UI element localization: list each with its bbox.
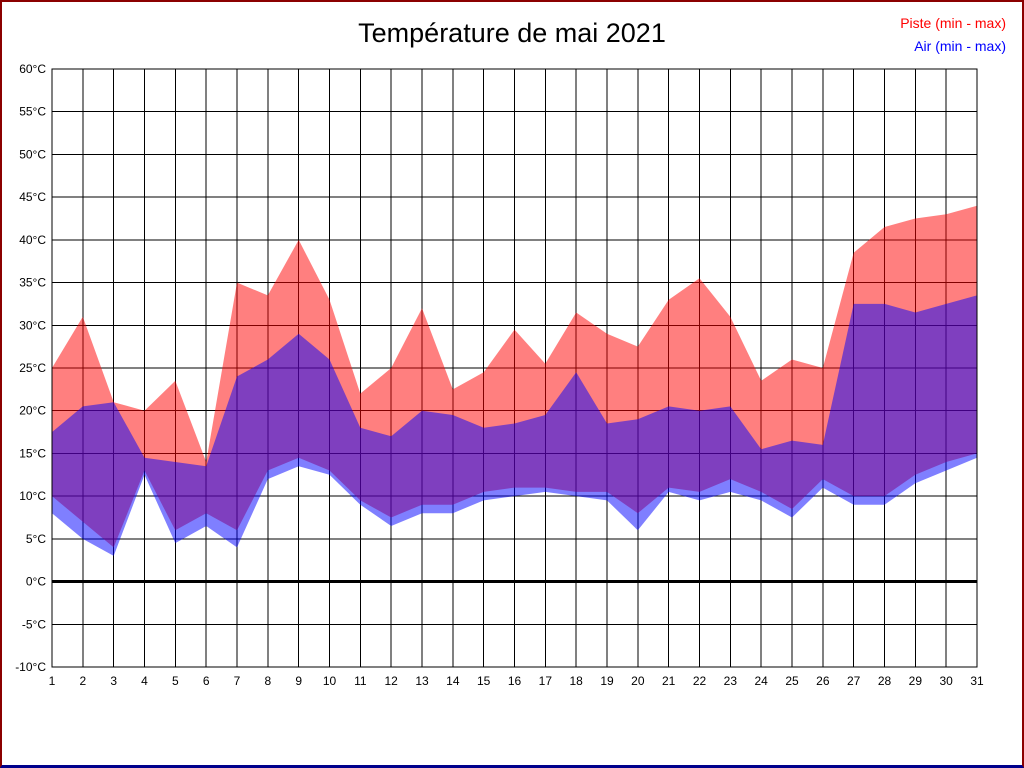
svg-text:25°C: 25°C — [19, 361, 46, 375]
svg-text:8: 8 — [264, 674, 271, 688]
svg-text:18: 18 — [569, 674, 583, 688]
svg-text:21: 21 — [662, 674, 676, 688]
svg-text:9: 9 — [295, 674, 302, 688]
svg-text:23: 23 — [724, 674, 738, 688]
svg-text:24: 24 — [754, 674, 768, 688]
svg-text:30: 30 — [939, 674, 953, 688]
legend-air-label: Air (min - max) — [914, 38, 1006, 54]
svg-text:5: 5 — [172, 674, 179, 688]
svg-text:19: 19 — [600, 674, 614, 688]
svg-text:45°C: 45°C — [19, 190, 46, 204]
svg-text:26: 26 — [816, 674, 830, 688]
svg-text:40°C: 40°C — [19, 233, 46, 247]
svg-text:50°C: 50°C — [19, 147, 46, 161]
svg-text:30°C: 30°C — [19, 318, 46, 332]
svg-text:7: 7 — [234, 674, 241, 688]
svg-text:17: 17 — [539, 674, 553, 688]
svg-text:6: 6 — [203, 674, 210, 688]
legend: Piste (min - max) Air (min - max) — [900, 12, 1006, 58]
x-axis-labels: 1 2 3 4 5 6 7 8 9 10 11 12 13 14 15 16 17 18 19 20 21 22 23 24 2… — [49, 674, 984, 688]
svg-text:20°C: 20°C — [19, 404, 46, 418]
svg-text:10°C: 10°C — [19, 489, 46, 503]
svg-text:35°C: 35°C — [19, 276, 46, 290]
svg-text:-5°C: -5°C — [22, 617, 46, 631]
svg-text:3: 3 — [110, 674, 117, 688]
legend-piste-label: Piste (min - max) — [900, 15, 1006, 31]
svg-text:28: 28 — [878, 674, 892, 688]
svg-text:25: 25 — [785, 674, 799, 688]
svg-text:55°C: 55°C — [19, 105, 46, 119]
svg-text:4: 4 — [141, 674, 148, 688]
chart-title: Température de mai 2021 — [358, 18, 666, 48]
svg-text:22: 22 — [693, 674, 707, 688]
svg-text:1: 1 — [49, 674, 56, 688]
svg-text:2: 2 — [79, 674, 86, 688]
svg-text:29: 29 — [909, 674, 923, 688]
svg-text:27: 27 — [847, 674, 861, 688]
svg-text:16: 16 — [508, 674, 522, 688]
svg-text:0°C: 0°C — [26, 575, 46, 589]
svg-text:14: 14 — [446, 674, 460, 688]
svg-text:60°C: 60°C — [19, 62, 46, 76]
svg-text:31: 31 — [970, 674, 984, 688]
plot-border — [51, 68, 978, 668]
band-air — [52, 295, 977, 556]
y-axis-labels: -10°C -5°C 0°C 5°C 10°C 15°C 20°C 25°C 30°C 35°C 4… — [15, 62, 46, 674]
svg-text:15: 15 — [477, 674, 491, 688]
svg-text:12: 12 — [384, 674, 398, 688]
svg-text:5°C: 5°C — [26, 532, 46, 546]
svg-text:15°C: 15°C — [19, 446, 46, 460]
svg-text:20: 20 — [631, 674, 645, 688]
svg-text:-10°C: -10°C — [15, 660, 46, 674]
svg-text:13: 13 — [415, 674, 429, 688]
svg-text:10: 10 — [323, 674, 337, 688]
svg-text:11: 11 — [354, 674, 367, 688]
